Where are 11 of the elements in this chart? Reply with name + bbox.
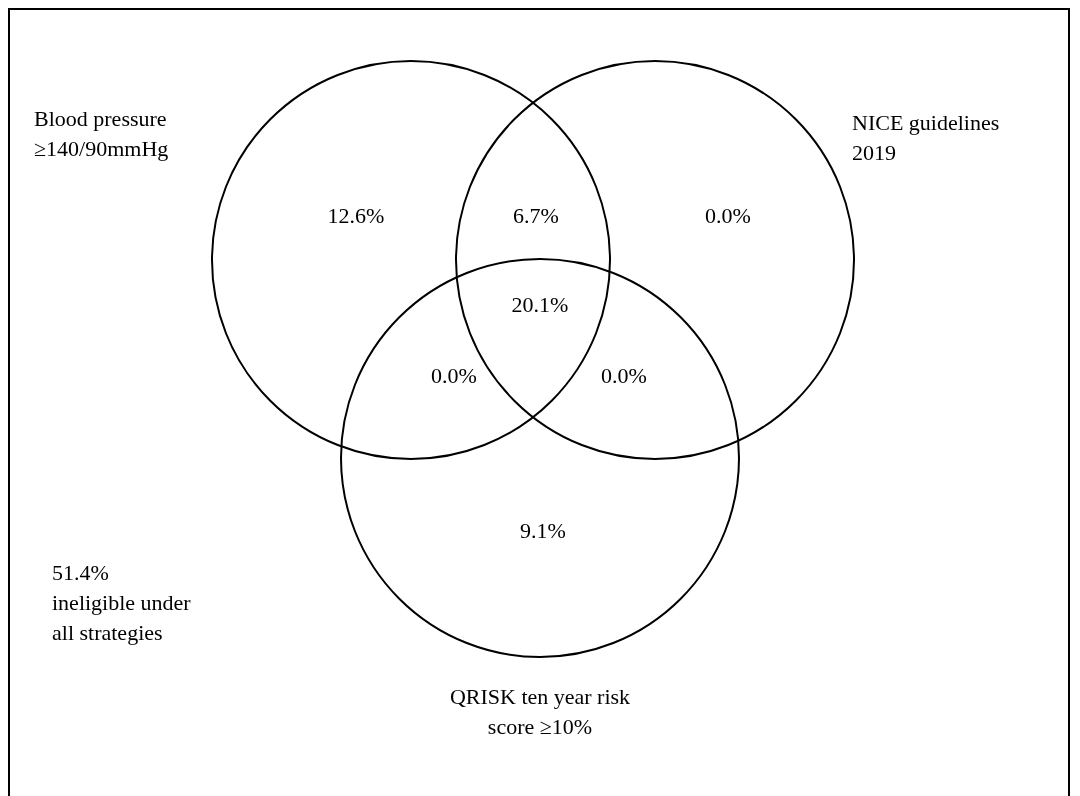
data-label: 0.0% [601, 362, 647, 388]
data-label: 6.7% [513, 202, 559, 228]
data-label: 12.6% [327, 202, 385, 228]
text: Blood pressure ≥140/90mmHg [34, 105, 169, 161]
text: QRISK ten year risk score ≥10% [449, 683, 631, 739]
data-label: 0.0% [705, 202, 751, 228]
data-label: 20.1% [511, 291, 569, 317]
data-label: 9.1% [520, 517, 566, 543]
text: 51.4% ineligible under all strategies [52, 559, 192, 645]
data-label: 0.0% [431, 362, 477, 388]
text: NICE guidelines 2019 [852, 109, 1000, 165]
